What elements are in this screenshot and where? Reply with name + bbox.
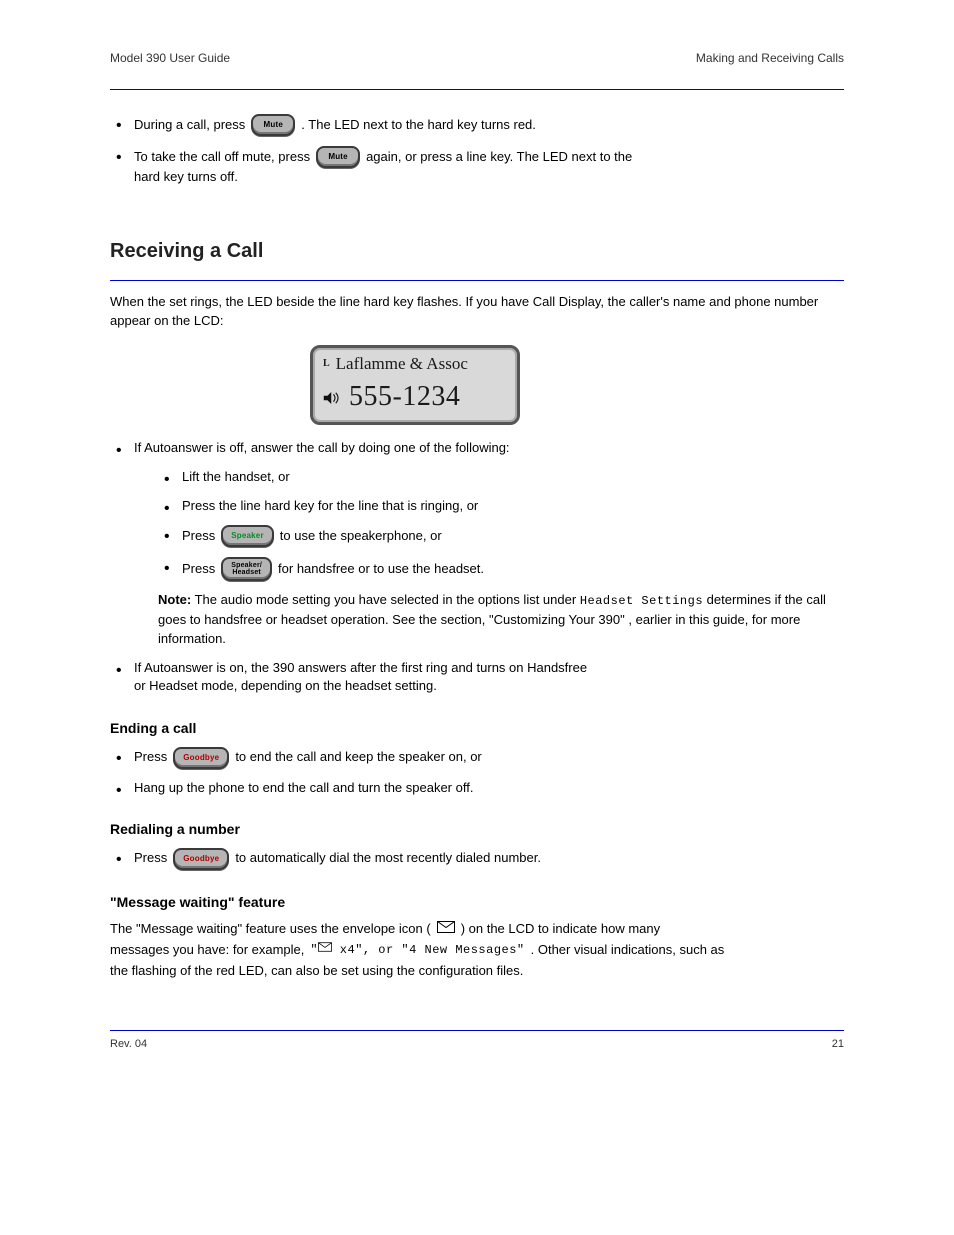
text: for handsfree or to use the headset. [278, 560, 484, 579]
text: . Other visual indications, such as [531, 941, 725, 960]
footer-left: Rev. 04 [110, 1037, 147, 1053]
mute-button-icon: Mute [251, 114, 295, 136]
header-rule [110, 89, 844, 90]
section-rule [110, 280, 844, 281]
pixel-text: " x4", or "4 New Messages" [310, 941, 524, 959]
running-footer: Rev. 04 21 [110, 1037, 844, 1053]
sub-bullet: Press the line hard key for the line tha… [158, 497, 844, 516]
text: Press [182, 560, 215, 579]
caller-number: 555-1234 [349, 377, 460, 418]
text: The "Message waiting" feature uses the e… [110, 920, 431, 939]
page: Model 390 User Guide Making and Receivin… [0, 0, 954, 1093]
text: If Autoanswer is on, the 390 answers aft… [134, 659, 844, 678]
envelope-icon [318, 941, 332, 958]
line-indicator-icon: L [323, 357, 330, 372]
goodbye-button-icon: Goodbye [173, 747, 229, 769]
receiving-intro: When the set rings, the LED beside the l… [110, 293, 844, 331]
bullet-autoanswer-on: If Autoanswer is on, the 390 answers aft… [110, 659, 844, 697]
sub-bullet: Press Speaker/ Headset for handsfree or … [158, 557, 844, 581]
speaker-icon [323, 377, 341, 418]
header-left: Model 390 User Guide [110, 50, 230, 67]
text: again, or press a line key. The LED next… [366, 148, 632, 167]
mwi-body: The "Message waiting" feature uses the e… [110, 920, 844, 981]
text: or Headset mode, depending on the headse… [134, 677, 844, 696]
text: to end the call and keep the speaker on,… [235, 748, 481, 767]
header-right: Making and Receiving Calls [696, 50, 844, 67]
text: Press [182, 527, 215, 546]
speaker-button-icon: Speaker [221, 525, 274, 547]
text: . The LED next to the hard key turns red… [301, 116, 536, 135]
text: Press [134, 849, 167, 868]
bullet-mute-off: To take the call off mute, press Mute ag… [110, 146, 844, 187]
note-label: Note: [158, 592, 191, 607]
text: Press [134, 748, 167, 767]
pixel-text: Headset Settings [580, 594, 703, 608]
text: Lift the handset, or [182, 468, 844, 487]
subhead-ending: Ending a call [110, 718, 844, 738]
text: to use the speakerphone, or [280, 527, 442, 546]
subhead-mwi: "Message waiting" feature [110, 892, 844, 912]
running-header: Model 390 User Guide Making and Receivin… [110, 50, 844, 67]
text: If Autoanswer is off, answer the call by… [134, 439, 844, 458]
bullet-autoanswer-off: If Autoanswer is off, answer the call by… [110, 439, 844, 458]
text: To take the call off mute, press [134, 148, 310, 167]
lcd-display: L Laflamme & Assoc 555-1234 [310, 345, 844, 425]
text: messages you have: for example, [110, 941, 304, 960]
xref-link[interactable]: "Customizing Your 390" [489, 612, 625, 627]
caller-name: Laflamme & Assoc [336, 352, 468, 377]
speaker-headset-button-icon: Speaker/ Headset [221, 557, 272, 581]
bullet-mute-on: During a call, press Mute . The LED next… [110, 114, 844, 136]
page-number: 21 [832, 1037, 844, 1053]
goodbye-button-icon: Goodbye [173, 848, 229, 870]
sub-bullet: Lift the handset, or [158, 468, 844, 487]
footer-rule [110, 1030, 844, 1031]
section-title-receiving: Receiving a Call [110, 237, 844, 266]
text: Press the line hard key for the line tha… [182, 497, 844, 516]
mute-button-icon: Mute [316, 146, 360, 168]
text: hard key turns off. [134, 168, 844, 187]
text: to automatically dial the most recently … [235, 849, 541, 868]
text: Hang up the phone to end the call and tu… [134, 779, 844, 798]
sub-bullet: Press Speaker to use the speakerphone, o… [158, 525, 844, 547]
text: the flashing of the red LED, can also be… [110, 962, 523, 981]
bullet-end-hangup: Hang up the phone to end the call and tu… [110, 779, 844, 798]
bullet-redial: Press Goodbye to automatically dial the … [110, 848, 844, 870]
note-block: Note: The audio mode setting you have se… [158, 591, 844, 648]
text: During a call, press [134, 116, 245, 135]
subhead-redial: Redialing a number [110, 819, 844, 839]
envelope-icon [437, 920, 455, 939]
text: The audio mode setting you have selected… [195, 592, 580, 607]
bullet-end-goodbye: Press Goodbye to end the call and keep t… [110, 747, 844, 769]
text: ) on the LCD to indicate how many [461, 920, 660, 939]
